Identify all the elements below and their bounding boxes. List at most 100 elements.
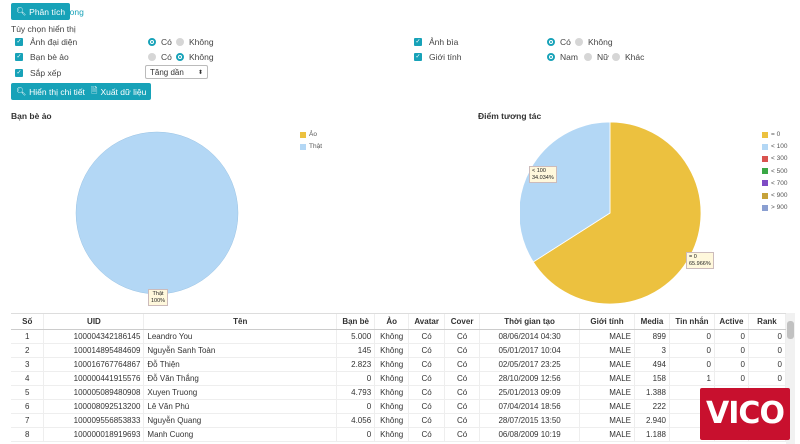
table-header-row: Số UID Tên Bạn bè Ảo Avatar Cover Thời gian tạo… — [11, 314, 786, 330]
table-cell: 0 — [714, 371, 749, 386]
table-header-cell[interactable]: Số — [11, 314, 45, 330]
chart-interaction-title: Điểm tương tác — [478, 111, 542, 121]
table-cell: Có — [408, 329, 446, 344]
table-cell: Xuyen Truong — [143, 385, 338, 400]
show-detail-button[interactable]: 🔍︎ Hiển thị chi tiết — [11, 83, 90, 100]
table-header-cell[interactable]: Thời gian tạo — [479, 314, 581, 330]
table-header-cell[interactable]: Active — [714, 314, 749, 330]
fake-no-radio[interactable] — [176, 53, 184, 61]
legend-item[interactable]: > 900 — [762, 204, 787, 211]
table-cell: Có — [408, 413, 446, 428]
table-cell: 0 — [336, 427, 376, 442]
table-header-cell[interactable]: Giới tính — [579, 314, 635, 330]
sort-label: Sắp xếp — [30, 68, 62, 78]
legend-item[interactable]: < 100 — [762, 143, 787, 150]
table-cell: Có — [408, 427, 446, 442]
table-cell: 100000018919693 — [43, 427, 145, 442]
legend-item[interactable]: < 700 — [762, 180, 787, 187]
table-cell: 0 — [748, 371, 786, 386]
table-header-cell[interactable]: Tin nhắn — [669, 314, 715, 330]
legend-item[interactable]: < 900 — [762, 192, 787, 199]
table-row[interactable]: 6 100008092513200 Lê Văn Phú 0 Không Có Có 07/0… — [11, 399, 786, 414]
table-cell: 145 — [336, 343, 376, 358]
table-header-cell[interactable]: Cover — [444, 314, 481, 330]
table-header-cell[interactable]: Media — [634, 314, 670, 330]
table-cell: Không — [374, 385, 410, 400]
gender-checkbox[interactable]: ✓ — [414, 53, 422, 61]
legend-item[interactable]: < 500 — [762, 168, 787, 175]
table-header-cell[interactable]: Tên — [143, 314, 338, 330]
done-link[interactable]: Xong — [64, 7, 84, 17]
table-header-cell[interactable]: Rank — [748, 314, 786, 330]
table-cell: 4.056 — [336, 413, 376, 428]
options-heading: Tùy chọn hiển thị — [11, 24, 76, 34]
friends-table: Số UID Tên Bạn bè Ảo Avatar Cover Thời gian tạo… — [11, 314, 786, 442]
table-header-cell[interactable]: UID — [43, 314, 145, 330]
export-button[interactable]: 🗎︎ Xuất dữ liệu — [86, 83, 152, 100]
avatar-yes-label: Có — [161, 37, 172, 47]
table-cell: MALE — [579, 329, 635, 344]
table-cell: 1 — [11, 329, 45, 344]
legend-item[interactable]: < 300 — [762, 155, 787, 162]
cover-no-radio[interactable] — [575, 38, 583, 46]
slice-label-eq0: = 0 65.966% — [686, 252, 714, 269]
table-cell: Có — [444, 385, 481, 400]
legend-ao[interactable]: Ảo — [300, 131, 317, 138]
legend-label: < 300 — [771, 155, 788, 163]
avatar-checkbox[interactable]: ✓ — [15, 38, 23, 46]
cover-yes-radio[interactable] — [547, 38, 555, 46]
legend-item[interactable]: = 0 — [762, 131, 780, 138]
legend-swatch — [762, 192, 768, 199]
table-cell: 0 — [669, 329, 715, 344]
table-row[interactable]: 5 100005089480908 Xuyen Truong 4.793 Không Có… — [11, 385, 786, 400]
gender-male-radio[interactable] — [547, 53, 555, 61]
table-header-cell[interactable]: Bạn bè — [336, 314, 376, 330]
table-cell: MALE — [579, 413, 635, 428]
legend-swatch — [762, 155, 768, 162]
avatar-yes-radio[interactable] — [148, 38, 156, 46]
table-row[interactable]: 2 100014895484609 Nguyễn Sanh Toàn 145 Không… — [11, 343, 786, 358]
table-cell: 158 — [634, 371, 670, 386]
fake-yes-radio[interactable] — [148, 53, 156, 61]
cover-label: Ảnh bìa — [429, 37, 459, 47]
fake-friends-label: Bạn bè ảo — [30, 52, 69, 62]
table-cell: Không — [374, 343, 410, 358]
chart-fake-friends — [75, 131, 239, 295]
table-row[interactable]: 4 100000441915576 Đỗ Văn Thắng 0 Không Có Có 28… — [11, 371, 786, 386]
scrollbar-thumb[interactable] — [787, 321, 794, 339]
slice-label-that: Thật 100% — [148, 289, 169, 306]
search-icon: 🔍︎ — [16, 7, 27, 16]
sort-checkbox[interactable]: ✓ — [15, 69, 23, 77]
table-cell: 1 — [669, 371, 715, 386]
table-cell: Có — [408, 371, 446, 386]
table-scrollbar[interactable] — [786, 313, 795, 444]
sort-select[interactable]: Tăng dần ⬍ — [145, 65, 208, 79]
table-cell: 28/10/2009 12:56 — [479, 371, 581, 386]
table-header-cell[interactable]: Ảo — [374, 314, 410, 330]
table-cell: MALE — [579, 371, 635, 386]
table-cell: 05/01/2017 10:04 — [479, 343, 581, 358]
table-row[interactable]: 1 100004342186145 Leandro You 5.000 Không Có C… — [11, 329, 786, 344]
table-header-cell[interactable]: Avatar — [408, 314, 446, 330]
table-cell: 2.823 — [336, 357, 376, 372]
table-cell: Có — [408, 385, 446, 400]
table-cell: 100004342186145 — [43, 329, 145, 344]
gender-other-radio[interactable] — [612, 53, 620, 61]
table-cell: 0 — [714, 329, 749, 344]
analyze-button[interactable]: 🔍︎ Phân tích — [11, 3, 71, 20]
table-cell: Không — [374, 357, 410, 372]
table-cell: 25/01/2013 09:09 — [479, 385, 581, 400]
table-cell: Không — [374, 427, 410, 442]
table-cell: 07/04/2014 18:56 — [479, 399, 581, 414]
table-row[interactable]: 3 100016767764867 Đỗ Thiện 2.823 Không Có Có 02… — [11, 357, 786, 372]
legend-that[interactable]: Thật — [300, 143, 322, 150]
gender-female-radio[interactable] — [584, 53, 592, 61]
table-row[interactable]: 8 100000018919693 Manh Cuong 0 Không Có Có 06/0… — [11, 427, 786, 442]
fake-friends-checkbox[interactable]: ✓ — [15, 53, 23, 61]
cover-checkbox[interactable]: ✓ — [414, 38, 422, 46]
table-cell: Lê Văn Phú — [143, 399, 338, 414]
sort-select-value: Tăng dần — [150, 67, 184, 77]
avatar-no-radio[interactable] — [176, 38, 184, 46]
table-cell: 2 — [11, 343, 45, 358]
table-row[interactable]: 7 100009556853833 Nguyễn Quang 4.056 Không Có… — [11, 413, 786, 428]
